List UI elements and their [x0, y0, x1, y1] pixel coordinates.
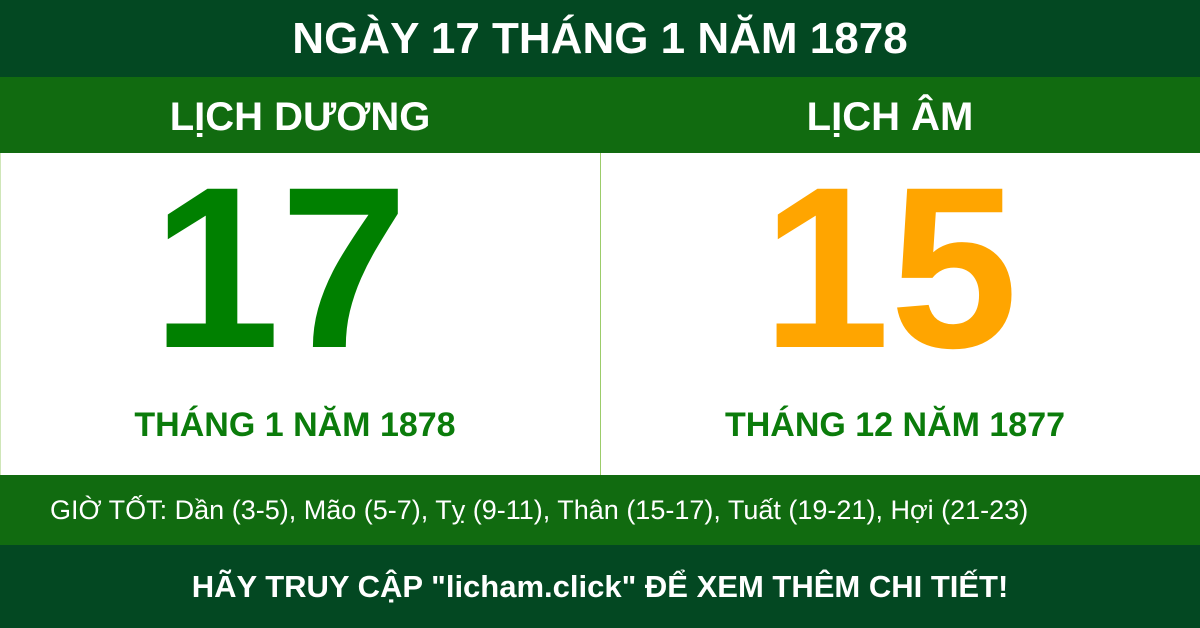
lunar-label: LỊCH ÂM [806, 95, 974, 139]
lunar-month-year: THÁNG 12 NĂM 1877 [724, 406, 1066, 444]
good-hours: GIỜ TỐT: Dần (3-5), Mão (5-7), Tỵ (9-11)… [0, 475, 1200, 545]
page-title: NGÀY 17 THÁNG 1 NĂM 1878 [0, 0, 1200, 77]
left-edge [0, 153, 1, 475]
footer-cta: HÃY TRUY CẬP "licham.click" ĐỂ XEM THÊM … [0, 545, 1200, 628]
solar-label: LỊCH DƯƠNG [169, 95, 431, 139]
solar-month-year: THÁNG 1 NĂM 1878 [134, 406, 456, 444]
column-divider [600, 153, 601, 475]
solar-day: 17 [152, 139, 408, 396]
calendar-header: LỊCH DƯƠNG LỊCH ÂM [0, 77, 1200, 153]
lunar-day: 15 [762, 139, 1018, 396]
